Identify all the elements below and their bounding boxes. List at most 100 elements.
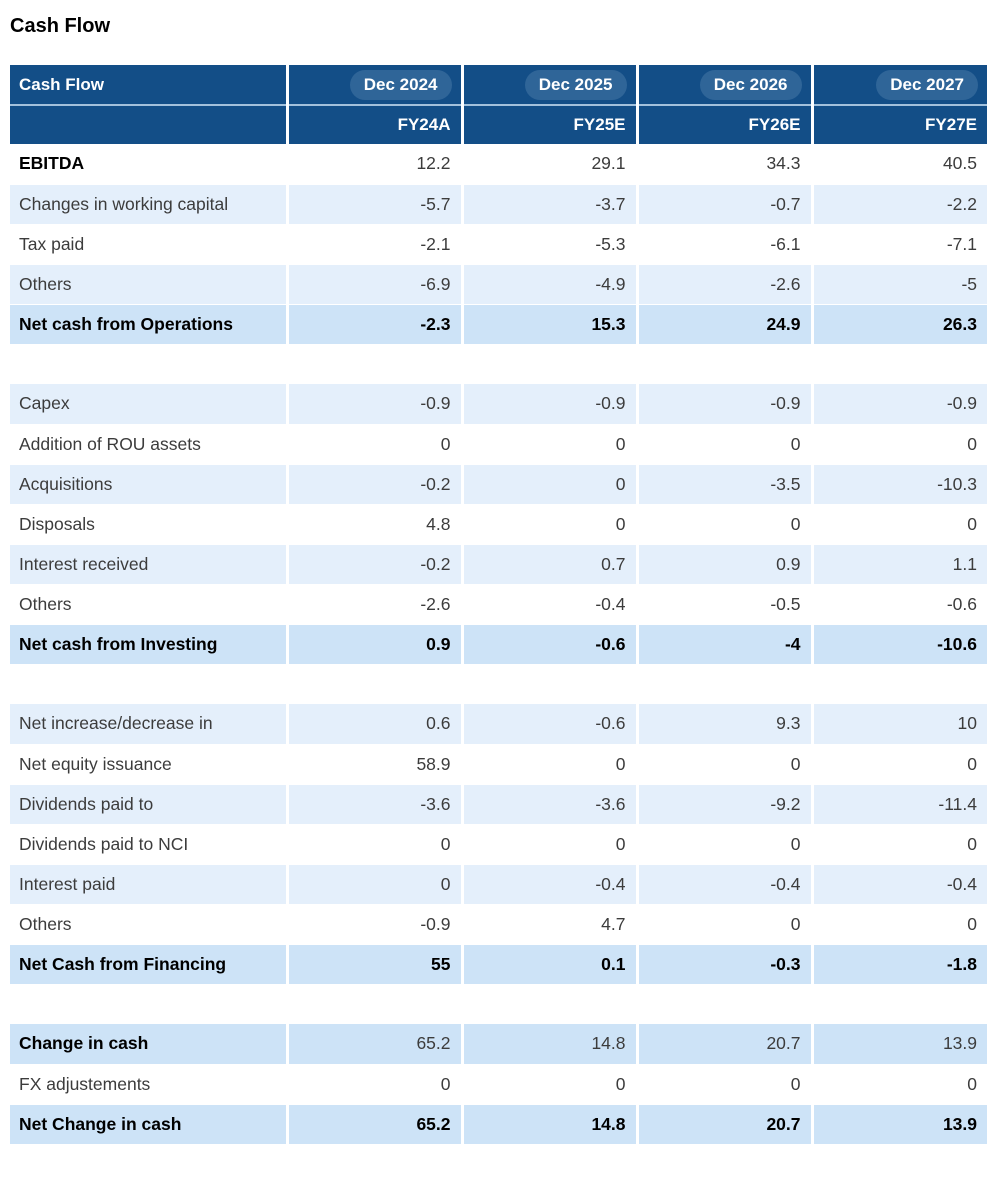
fiscal-label-fy26e: FY26E <box>635 105 812 144</box>
row-value: 0.7 <box>460 544 637 585</box>
row-value: 0 <box>460 1064 637 1105</box>
row-value: 0 <box>460 824 637 865</box>
row-value: 0 <box>810 1064 987 1105</box>
row-value: 34.3 <box>635 144 812 185</box>
row-value: 24.9 <box>635 304 812 345</box>
row-value: 0 <box>460 504 637 545</box>
period-header-cell: Dec 2026 <box>635 65 812 106</box>
row-value: -0.6 <box>460 704 637 745</box>
row-value: 29.1 <box>460 144 637 185</box>
table-row: Dividends paid to -3.6 -3.6 -9.2 -11.4 <box>10 784 987 825</box>
row-value: 0 <box>285 1064 462 1105</box>
row-value: 0.6 <box>285 704 462 745</box>
row-label: Others <box>10 904 287 945</box>
row-value: -2.3 <box>285 304 462 345</box>
table-row: Net Cash from Financing 55 0.1 -0.3 -1.8 <box>10 944 987 985</box>
table-row: Dividends paid to NCI 0 0 0 0 <box>10 824 987 865</box>
row-value: -11.4 <box>810 784 987 825</box>
row-value: 0 <box>635 904 812 945</box>
row-value: 0 <box>460 424 637 465</box>
row-value: -5 <box>810 264 987 305</box>
row-value: -3.6 <box>285 784 462 825</box>
row-label: Net equity issuance <box>10 744 287 785</box>
row-value: 0 <box>810 424 987 465</box>
row-value: 4.7 <box>460 904 637 945</box>
row-value: 58.9 <box>285 744 462 785</box>
row-label: Net cash from Operations <box>10 304 287 345</box>
table-row: Others -0.9 4.7 0 0 <box>10 904 987 945</box>
row-value: -0.2 <box>285 544 462 585</box>
row-value: 10 <box>810 704 987 745</box>
cash-flow-table: Cash Flow Dec 2024 Dec 2025 Dec 2026 Dec… <box>10 65 987 1145</box>
row-value: 0 <box>810 824 987 865</box>
row-value: 0 <box>460 464 637 505</box>
section-gap-cell <box>10 344 987 384</box>
row-value: -1.8 <box>810 944 987 985</box>
row-value: -10.6 <box>810 624 987 665</box>
row-value: -5.3 <box>460 224 637 265</box>
row-label: Net increase/decrease in <box>10 704 287 745</box>
row-value: -0.9 <box>810 384 987 425</box>
row-value: -0.9 <box>285 904 462 945</box>
row-value: 0.9 <box>635 544 812 585</box>
row-value: 40.5 <box>810 144 987 185</box>
table-row: Interest received -0.2 0.7 0.9 1.1 <box>10 544 987 585</box>
page-title: Cash Flow <box>10 15 111 37</box>
table-header-empty-cell <box>10 105 287 144</box>
section-gap <box>10 344 987 384</box>
row-label: Disposals <box>10 504 287 545</box>
table-row: Net cash from Operations -2.3 15.3 24.9 26.3 <box>10 304 987 345</box>
row-value: -2.1 <box>285 224 462 265</box>
row-value: 0 <box>810 904 987 945</box>
row-value: 65.2 <box>285 1104 462 1145</box>
table-header-period-row: Cash Flow Dec 2024 Dec 2025 Dec 2026 Dec… <box>10 65 987 106</box>
row-value: 14.8 <box>460 1104 637 1145</box>
row-label: Tax paid <box>10 224 287 265</box>
table-row: Net increase/decrease in 0.6 -0.6 9.3 10 <box>10 704 987 745</box>
row-value: -3.6 <box>460 784 637 825</box>
table-row: Tax paid -2.1 -5.3 -6.1 -7.1 <box>10 224 987 265</box>
row-value: -4.9 <box>460 264 637 305</box>
row-value: -6.1 <box>635 224 812 265</box>
table-row: EBITDA 12.2 29.1 34.3 40.5 <box>10 144 987 185</box>
row-value: -2.6 <box>635 264 812 305</box>
row-label: Interest paid <box>10 864 287 905</box>
row-value: -0.4 <box>460 584 637 625</box>
row-label: Others <box>10 584 287 625</box>
period-header-cell: Dec 2025 <box>460 65 637 106</box>
row-value: 0 <box>635 1064 812 1105</box>
table-row: Change in cash 65.2 14.8 20.7 13.9 <box>10 1024 987 1065</box>
row-value: 12.2 <box>285 144 462 185</box>
table-header-title: Cash Flow <box>10 65 287 106</box>
row-value: 0 <box>635 824 812 865</box>
period-header-cell: Dec 2027 <box>810 65 987 106</box>
fiscal-label-fy27e: FY27E <box>810 105 987 144</box>
row-value: 0.9 <box>285 624 462 665</box>
row-value: 20.7 <box>635 1104 812 1145</box>
table-row: Acquisitions -0.2 0 -3.5 -10.3 <box>10 464 987 505</box>
row-value: 0 <box>285 864 462 905</box>
table-row: FX adjustements 0 0 0 0 <box>10 1064 987 1105</box>
row-label: Change in cash <box>10 1024 287 1065</box>
row-value: -0.9 <box>460 384 637 425</box>
row-value: 55 <box>285 944 462 985</box>
row-label: Changes in working capital <box>10 184 287 225</box>
table-row: Others -2.6 -0.4 -0.5 -0.6 <box>10 584 987 625</box>
section-gap <box>10 984 987 1024</box>
period-pill-dec-2027: Dec 2027 <box>876 69 978 100</box>
table-row: Net cash from Investing 0.9 -0.6 -4 -10.6 <box>10 624 987 665</box>
row-label: Others <box>10 264 287 305</box>
table-body: EBITDA 12.2 29.1 34.3 40.5 Changes in working… <box>10 144 987 1145</box>
fiscal-label-fy24a: FY24A <box>285 105 462 144</box>
table-row: Changes in working capital -5.7 -3.7 -0.7 -2… <box>10 184 987 225</box>
row-value: -2.2 <box>810 184 987 225</box>
row-value: -0.6 <box>810 584 987 625</box>
table-row: Net Change in cash 65.2 14.8 20.7 13.9 <box>10 1104 987 1145</box>
table-row: Others -6.9 -4.9 -2.6 -5 <box>10 264 987 305</box>
row-value: -0.4 <box>635 864 812 905</box>
row-label: EBITDA <box>10 144 287 185</box>
row-label: Capex <box>10 384 287 425</box>
period-header-cell: Dec 2024 <box>285 65 462 106</box>
fiscal-label-fy25e: FY25E <box>460 105 637 144</box>
